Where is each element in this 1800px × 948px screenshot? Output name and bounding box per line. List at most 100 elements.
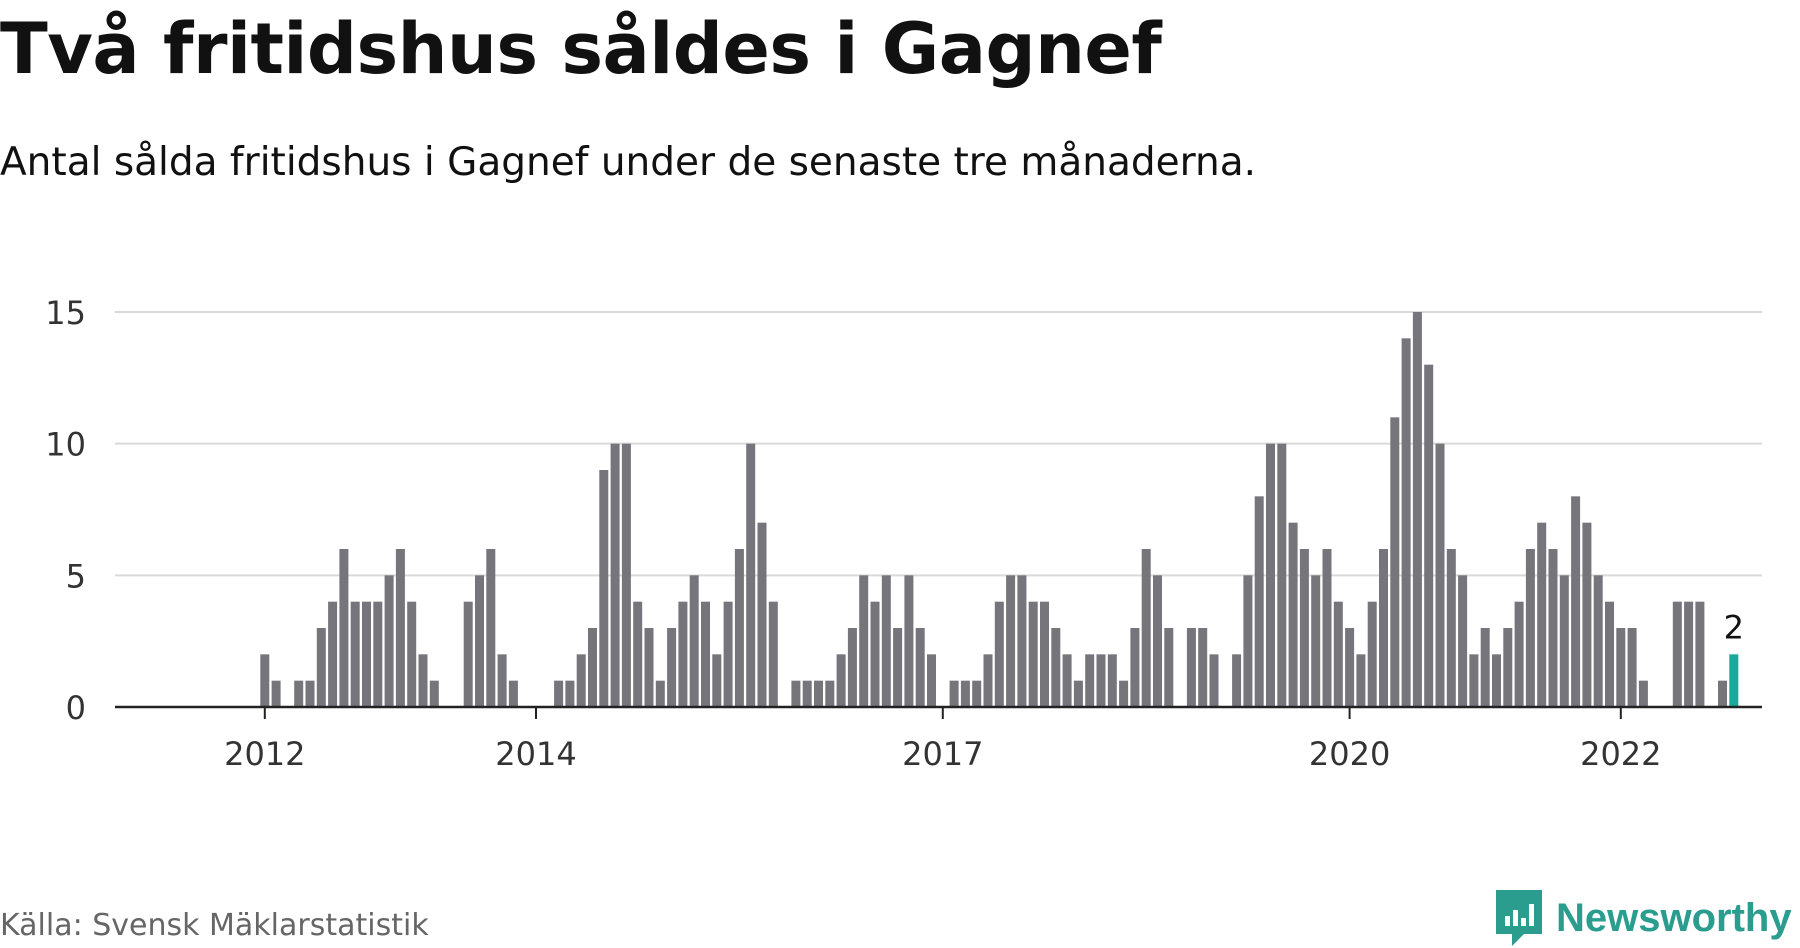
bar	[508, 680, 518, 707]
bar	[418, 654, 428, 707]
bar-chart: 0 5 10 15 2012 2014 2017 2020 2022 2	[45, 294, 1762, 773]
bar	[1051, 628, 1061, 707]
bar	[1571, 496, 1581, 707]
bar	[395, 549, 405, 707]
bar	[384, 575, 394, 707]
bar	[610, 443, 620, 707]
bar	[994, 601, 1004, 707]
bar	[825, 680, 835, 707]
data-label: 2	[1724, 608, 1744, 646]
bar	[1164, 628, 1174, 707]
bar	[960, 680, 970, 707]
bar	[678, 601, 688, 707]
bar	[1379, 549, 1388, 707]
bar	[836, 654, 846, 707]
bar	[429, 680, 439, 707]
bar	[599, 470, 609, 707]
x-tick-label: 2017	[902, 735, 983, 773]
bar	[1435, 443, 1445, 707]
chart-title: Två fritidshus såldes i Gagnef	[0, 8, 1162, 90]
x-tick-label: 2022	[1580, 735, 1661, 773]
x-tick-label: 2012	[224, 735, 305, 773]
bar	[1130, 628, 1140, 707]
bar	[1503, 628, 1513, 707]
bar	[667, 628, 677, 707]
bar	[1367, 601, 1377, 707]
bar	[1390, 417, 1400, 707]
bar	[305, 680, 315, 707]
source-note: Källa: Svensk Mäklarstatistik	[0, 908, 429, 943]
bar	[1469, 654, 1479, 707]
bar	[588, 628, 597, 707]
bar	[1333, 601, 1343, 707]
bar	[260, 654, 270, 707]
bar	[1266, 443, 1275, 707]
brand-name: Newsworthy	[1556, 895, 1792, 940]
bar	[1684, 601, 1694, 707]
bar	[701, 601, 710, 707]
bar	[1616, 628, 1626, 707]
bar	[847, 628, 857, 707]
bar	[1153, 575, 1162, 707]
bar	[1096, 654, 1106, 707]
bar	[1525, 549, 1535, 707]
bar	[881, 575, 891, 707]
bar	[339, 549, 349, 707]
y-tick-label: 5	[66, 557, 86, 595]
bar	[1492, 654, 1501, 707]
bar	[1073, 680, 1083, 707]
bar	[746, 443, 756, 707]
bar	[633, 601, 643, 707]
bar	[1627, 628, 1637, 707]
x-tick-label: 2020	[1309, 735, 1390, 773]
bar	[814, 680, 823, 707]
bar	[486, 549, 496, 707]
y-tick-label: 0	[66, 689, 86, 727]
bar	[475, 575, 484, 707]
bar	[644, 628, 654, 707]
bar	[1356, 654, 1366, 707]
bar	[1232, 654, 1242, 707]
bar	[893, 628, 903, 707]
bar	[1718, 680, 1727, 707]
bar	[1198, 628, 1208, 707]
bar	[972, 680, 982, 707]
bar	[1243, 575, 1253, 707]
bar	[328, 601, 338, 707]
bar	[407, 601, 417, 707]
bar	[904, 575, 914, 707]
bar	[757, 522, 767, 707]
bar	[1458, 575, 1468, 707]
bar	[463, 601, 473, 707]
bar	[859, 575, 869, 707]
bar	[1288, 522, 1298, 707]
bar	[1593, 575, 1603, 707]
bar	[316, 628, 326, 707]
bar	[949, 680, 959, 707]
y-tick-label: 15	[45, 294, 86, 332]
bar	[1695, 601, 1705, 707]
bar	[1311, 575, 1321, 707]
bar	[1209, 654, 1219, 707]
bar	[870, 601, 880, 707]
bar	[927, 654, 936, 707]
bar	[1412, 312, 1422, 707]
bar	[1514, 601, 1524, 707]
bar	[271, 680, 281, 707]
bar	[1254, 496, 1264, 707]
bar	[1401, 338, 1411, 707]
bar	[1345, 628, 1355, 707]
bar	[576, 654, 586, 707]
bar	[362, 601, 371, 707]
bar-highlight	[1729, 654, 1739, 707]
bar	[689, 575, 699, 707]
bar	[655, 680, 665, 707]
bar	[802, 680, 812, 707]
bar	[621, 443, 631, 707]
chart-subtitle: Antal sålda fritidshus i Gagnef under de…	[0, 140, 1256, 185]
bar	[1141, 549, 1151, 707]
bar	[712, 654, 722, 707]
bar	[1119, 680, 1129, 707]
bar	[768, 601, 778, 707]
bar	[1277, 443, 1287, 707]
